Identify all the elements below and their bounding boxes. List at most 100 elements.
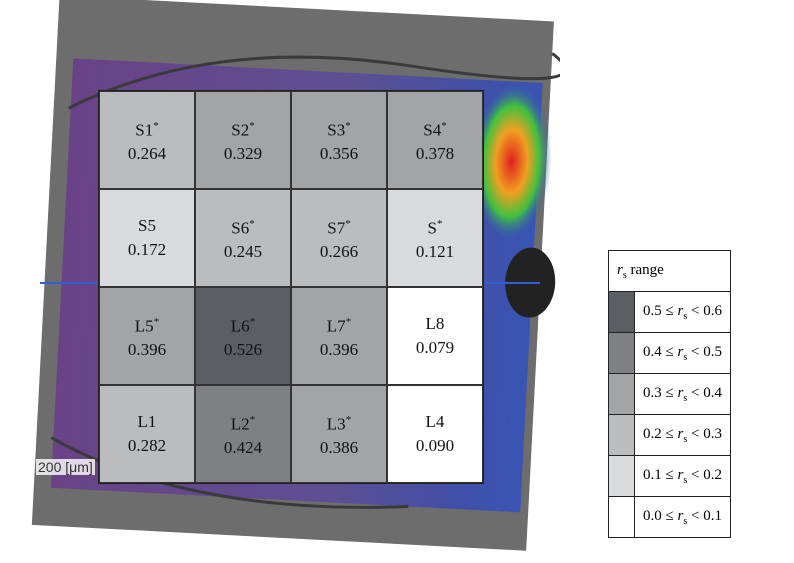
sector-label: L8	[426, 312, 445, 336]
significance-mark: *	[345, 413, 352, 426]
sector-label: S6*	[231, 212, 254, 241]
range-part: ≤	[665, 425, 674, 442]
range-text: 0.1 ≤ rs < 0.2	[634, 455, 731, 497]
legend-row: 0.2 ≤ rs < 0.3	[608, 414, 731, 456]
sector-cell: S* 0.121	[387, 189, 483, 287]
sector-label: L2*	[231, 408, 255, 437]
sector-value: 0.356	[319, 144, 359, 164]
range-part: ≤	[665, 507, 674, 524]
significance-mark: *	[153, 315, 160, 328]
range-part: 0.2	[643, 425, 662, 442]
sector-label: S7*	[327, 212, 350, 241]
sector-cell: L3* 0.386	[291, 385, 387, 483]
range-part: 0.0	[643, 507, 662, 524]
range-part: 0.3	[643, 384, 662, 401]
sector-name: S1	[135, 120, 154, 140]
range-part: 0.3	[703, 425, 722, 442]
sector-value: 0.329	[223, 144, 263, 164]
sector-grid: S1* 0.264 S2* 0.329 S3* 0.356 S4* 0.378 S5 0.172 S…	[98, 90, 484, 484]
range-part: <	[690, 507, 700, 524]
significance-mark: *	[249, 413, 256, 426]
significance-mark: *	[345, 217, 351, 230]
sector-value: 0.424	[223, 438, 263, 458]
swatch	[608, 496, 635, 538]
range-part: 0.4	[703, 384, 722, 401]
sector-cell: L2* 0.424	[195, 385, 291, 483]
sector-label: S3*	[327, 114, 350, 143]
swatch	[608, 373, 635, 415]
sector-name: S7	[327, 218, 346, 238]
header-text: range	[630, 261, 664, 278]
range-part: ≤	[665, 466, 674, 483]
sector-value: 0.282	[127, 436, 167, 455]
sector-label: L3*	[327, 408, 351, 437]
subscript: s	[622, 269, 627, 281]
sector-label: S1*	[135, 114, 158, 143]
range-part: ≤	[665, 343, 674, 360]
sector-value: 0.090	[415, 436, 455, 455]
sector-value: 0.378	[415, 144, 455, 164]
sector-name: S	[427, 218, 437, 238]
range-part: s	[683, 392, 688, 404]
sector-value: 0.172	[127, 240, 167, 259]
sector-cell: S4* 0.378	[387, 91, 483, 189]
sector-cell: S2* 0.329	[195, 91, 291, 189]
sector-value: 0.396	[319, 340, 359, 360]
sector-name: L1	[137, 412, 157, 431]
sector-name: L6	[230, 316, 250, 336]
sector-name: S4	[423, 120, 442, 140]
range-text: 0.4 ≤ rs < 0.5	[634, 332, 731, 374]
sector-cell: S1* 0.264	[99, 91, 195, 189]
range-part: 0.4	[643, 343, 662, 360]
sector-value: 0.526	[223, 340, 263, 360]
sector-label: L6*	[231, 310, 255, 339]
sector-cell: S3* 0.356	[291, 91, 387, 189]
swatch	[608, 414, 635, 456]
symbol: r	[617, 261, 623, 278]
range-part: <	[690, 466, 700, 483]
sector-value: 0.245	[223, 242, 263, 262]
sector-label: L1	[138, 410, 157, 434]
sector-value: 0.386	[319, 438, 359, 458]
range-text: 0.3 ≤ rs < 0.4	[634, 373, 731, 415]
legend-row: 0.0 ≤ rs < 0.1	[608, 496, 731, 538]
sector-cell: L5* 0.396	[99, 287, 195, 385]
sector-label: S2*	[231, 114, 254, 143]
range-part: 0.5	[703, 343, 722, 360]
sector-value: 0.266	[319, 242, 359, 262]
range-part: <	[690, 302, 700, 319]
scale-bar: 200 [μm]	[36, 459, 95, 475]
range-part: r	[677, 343, 684, 360]
range-part: r	[677, 507, 684, 524]
legend-header-cell: rs range	[608, 250, 731, 292]
sector-cell: L4 0.090	[387, 385, 483, 483]
sector-name: L2	[230, 414, 250, 434]
range-part: r	[677, 302, 684, 319]
sector-label: S*	[428, 212, 443, 241]
sector-name: S6	[231, 218, 250, 238]
sector-name: S3	[327, 120, 346, 140]
sector-cell: L7* 0.396	[291, 287, 387, 385]
sector-name: S5	[138, 216, 156, 235]
significance-mark: *	[441, 119, 447, 132]
range-text: 0.0 ≤ rs < 0.1	[634, 496, 731, 538]
significance-mark: *	[153, 119, 159, 132]
range-part: <	[690, 384, 700, 401]
range-part: ≤	[665, 384, 674, 401]
sector-label: L7*	[327, 310, 351, 339]
sector-cell: S7* 0.266	[291, 189, 387, 287]
range-part: s	[683, 474, 688, 486]
sector-name: L5	[134, 316, 154, 336]
significance-mark: *	[345, 315, 352, 328]
hotspot	[471, 81, 552, 242]
range-part: 0.1	[703, 507, 722, 524]
swatch	[608, 455, 635, 497]
legend: rs range 0.5 ≤ rs < 0.6 0.4 ≤ rs < 0.5 0.3 …	[608, 250, 731, 538]
significance-mark: *	[249, 315, 256, 328]
range-part: 0.6	[703, 302, 722, 319]
sector-cell: L8 0.079	[387, 287, 483, 385]
significance-mark: *	[249, 119, 255, 132]
sector-value: 0.079	[415, 338, 455, 357]
legend-row: 0.1 ≤ rs < 0.2	[608, 455, 731, 497]
sector-label: L4	[426, 410, 445, 434]
